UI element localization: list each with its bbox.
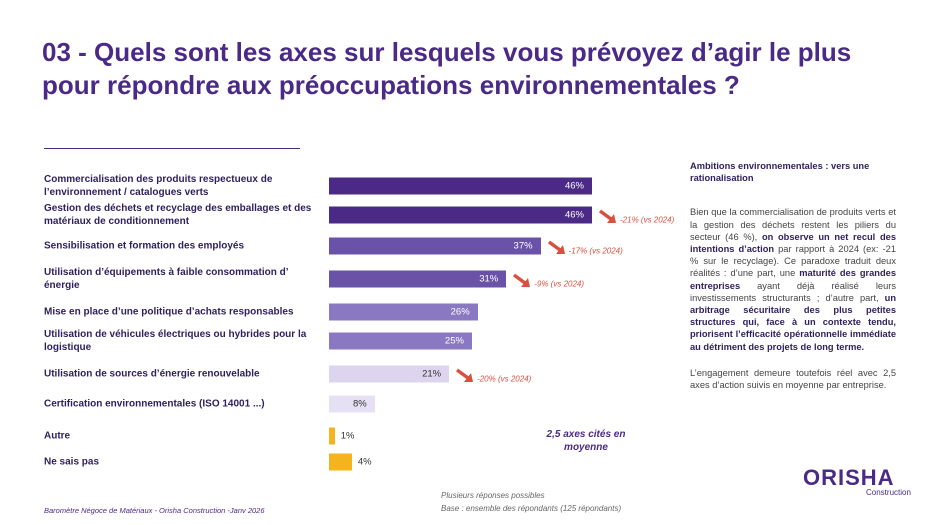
down-arrow	[456, 368, 474, 382]
bar	[329, 237, 541, 255]
bar	[329, 427, 335, 445]
category-label: Sensibilisation et formation des employé…	[44, 240, 245, 252]
value-label: 46%	[564, 180, 584, 192]
change-label: -17% (vs 2024)	[568, 246, 623, 256]
category-label: Utilisation de véhicules électriques ou …	[44, 329, 307, 353]
down-arrow	[598, 209, 616, 223]
down-arrow	[547, 240, 565, 254]
text-run: ayant déjà réalisé leurs investissements…	[690, 280, 896, 303]
source: Baromètre Négoce de Matériaux - Orisha C…	[44, 506, 265, 515]
bar	[329, 177, 592, 195]
text-run: on observe un net recul des intentions d…	[690, 231, 896, 255]
change-label: -9% (vs 2024)	[534, 279, 585, 289]
panel-heading: Ambitions environnementales : vers une r…	[690, 161, 870, 184]
chart-annotation: 2,5 axes cités en moyenne	[546, 429, 626, 453]
value-label: 1%	[340, 430, 355, 442]
value-label: 37%	[513, 240, 533, 252]
slide-title: 03 - Quels sont les axes sur lesquels vo…	[42, 37, 852, 100]
category-label: Utilisation d’équipements à faible conso…	[44, 267, 288, 291]
note: Plusieurs réponses possibles	[441, 491, 545, 500]
value-label: 31%	[479, 273, 499, 285]
logo: ORISHA	[803, 465, 895, 490]
category-label: Autre	[44, 430, 71, 442]
notes: Plusieurs réponses possibles Base : ense…	[441, 489, 621, 515]
bar	[329, 303, 478, 321]
bar	[329, 206, 592, 224]
paragraph: Bien que la commercialisation de produit…	[690, 206, 896, 352]
value-label: 8%	[353, 398, 367, 410]
logo-sub: Construction	[866, 488, 911, 497]
paragraph: L’engagement demeure toutefois réel avec…	[690, 367, 896, 391]
value-label: 26%	[450, 306, 470, 318]
category-label: Ne sais pas	[44, 456, 100, 468]
note: Base : ensemble des répondants (125 répo…	[441, 504, 622, 513]
text-run: par rapport à 2024 (ex: -21 % sur le rec…	[690, 244, 896, 279]
category-label: Utilisation de sources d’énergie renouve…	[44, 368, 260, 380]
value-label: 4%	[357, 456, 372, 468]
down-arrow	[513, 273, 531, 287]
bar	[329, 365, 450, 383]
change-label: -20% (vs 2024)	[477, 374, 532, 384]
category-label: Certification environnementales (ISO 140…	[44, 398, 265, 410]
bar	[329, 395, 375, 413]
text-run: un arbitrage sécuritaire des plus petite…	[690, 292, 896, 352]
bar	[329, 453, 352, 471]
category-label: Mise en place d’une politique d’achats r…	[44, 306, 294, 318]
category-label: Gestion des déchets et recyclage des emb…	[44, 203, 312, 227]
change-label: -21% (vs 2024)	[620, 215, 675, 225]
text-run: Bien que la commercialisation de produit…	[690, 207, 896, 242]
text-run: L’engagement demeure toutefois réel avec…	[690, 367, 896, 391]
side-panel: Ambitions environnementales : vers une r…	[690, 160, 896, 405]
value-label: 25%	[444, 335, 464, 347]
value-label: 46%	[564, 209, 584, 221]
bar	[329, 270, 507, 288]
category-label: Commercialisation des produits respectue…	[44, 174, 273, 198]
value-label: 21%	[422, 368, 442, 380]
bar	[329, 332, 472, 350]
title-rule	[44, 148, 300, 149]
text-run: maturité des grandes entreprises	[690, 268, 896, 291]
